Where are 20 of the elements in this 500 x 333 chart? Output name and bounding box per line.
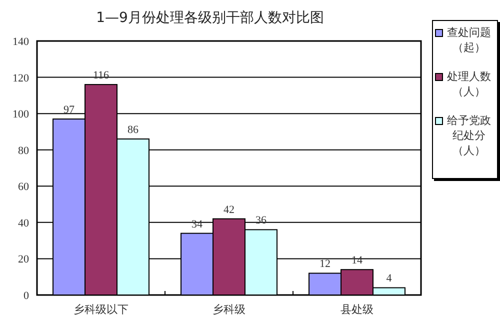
data-label: 86 xyxy=(128,124,139,136)
legend-label: 处理人数（人） xyxy=(446,69,492,99)
x-tick-label: 乡科级 xyxy=(212,303,246,316)
x-tick-label: 乡科级以下 xyxy=(74,303,128,316)
y-tick-label: 100 xyxy=(12,108,30,121)
y-tick-label: 0 xyxy=(24,290,30,302)
data-label: 4 xyxy=(386,272,392,285)
y-tick-label: 140 xyxy=(12,36,30,48)
x-tick-label: 县处级 xyxy=(340,303,374,316)
y-tick-label: 60 xyxy=(18,181,30,194)
y-tick-label: 20 xyxy=(18,254,30,266)
chart-title: 1—9月份处理各级别干部人数对比图 xyxy=(96,10,324,26)
y-tick-label: 80 xyxy=(18,144,30,157)
data-label: 12 xyxy=(320,258,330,270)
y-tick-label: 40 xyxy=(18,217,30,230)
data-label: 42 xyxy=(224,204,234,216)
legend-label: 给予党政纪处分（人） xyxy=(446,113,492,158)
data-label: 97 xyxy=(64,104,75,116)
y-tick-label: 120 xyxy=(12,72,30,84)
legend-label: 查处问题（起） xyxy=(446,25,492,55)
